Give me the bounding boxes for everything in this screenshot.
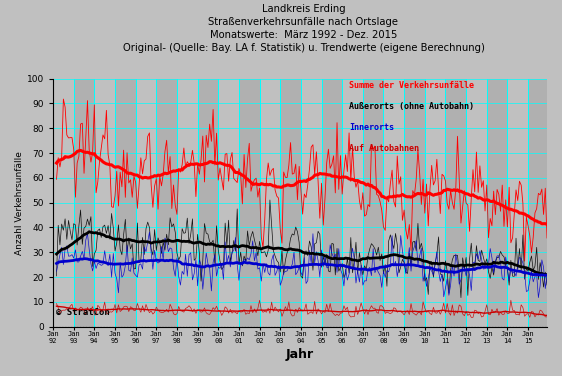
Bar: [466, 79, 487, 327]
Bar: [321, 79, 342, 327]
Text: Summe der Verkehrsunfälle: Summe der Verkehrsunfälle: [350, 81, 474, 90]
Bar: [218, 79, 239, 327]
Bar: [507, 79, 528, 327]
X-axis label: Jahr: Jahr: [286, 348, 314, 361]
Text: Landkreis Erding
Straßenverkehrsunfälle nach Ortslage
Monatswerte:  März 1992 - : Landkreis Erding Straßenverkehrsunfälle …: [123, 4, 484, 53]
Bar: [549, 79, 562, 327]
Bar: [446, 79, 466, 327]
Bar: [177, 79, 198, 327]
Bar: [198, 79, 218, 327]
Bar: [425, 79, 446, 327]
Bar: [135, 79, 156, 327]
Bar: [260, 79, 280, 327]
Bar: [549, 79, 562, 327]
Text: Auf Autobahnen: Auf Autobahnen: [350, 144, 419, 153]
Bar: [549, 79, 562, 327]
Bar: [383, 79, 404, 327]
Bar: [363, 79, 383, 327]
Bar: [487, 79, 507, 327]
Bar: [239, 79, 260, 327]
Bar: [404, 79, 425, 327]
Bar: [342, 79, 363, 327]
Text: © StratCon: © StratCon: [56, 308, 109, 317]
Text: Außerorts (ohne Autobahn): Außerorts (ohne Autobahn): [350, 102, 474, 111]
Bar: [53, 79, 74, 327]
Bar: [74, 79, 94, 327]
Text: Innerorts: Innerorts: [350, 123, 395, 132]
Bar: [528, 79, 549, 327]
Bar: [115, 79, 135, 327]
Bar: [280, 79, 301, 327]
Bar: [549, 79, 562, 327]
Bar: [94, 79, 115, 327]
Y-axis label: Anzahl Verkehrsunfälle: Anzahl Verkehrsunfälle: [15, 151, 24, 255]
Bar: [156, 79, 177, 327]
Bar: [301, 79, 321, 327]
